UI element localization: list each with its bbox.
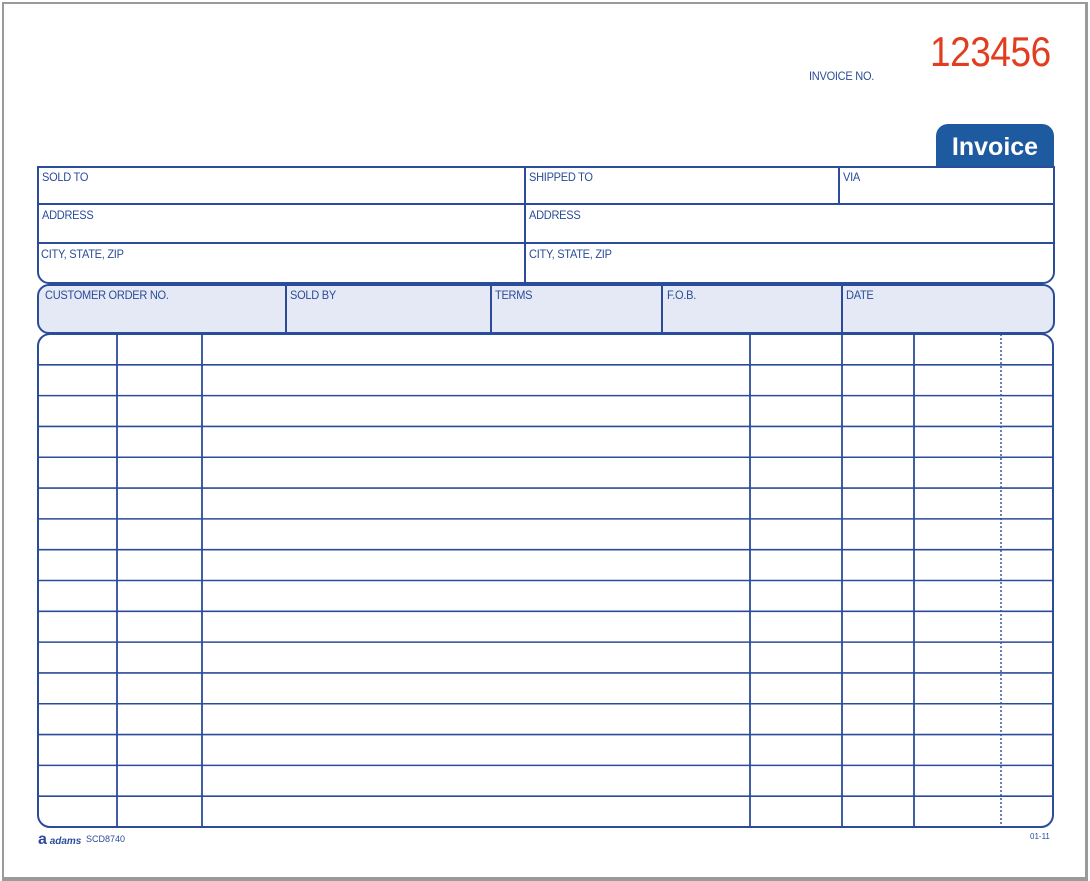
shipped-to-address-field[interactable]: ADDRESS — [529, 208, 581, 222]
divider — [490, 284, 492, 333]
divider — [838, 166, 840, 204]
date-field[interactable]: DATE — [846, 288, 874, 302]
sold-to-field[interactable]: SOLD TO — [42, 170, 89, 184]
shipped-to-field[interactable]: SHIPPED TO — [529, 170, 593, 184]
sold-to-city-field[interactable]: CITY, STATE, ZIP — [41, 247, 124, 261]
order-info-section — [37, 284, 1055, 334]
via-field[interactable]: VIA — [843, 170, 860, 184]
customer-order-no-field[interactable]: CUSTOMER ORDER NO. — [45, 288, 169, 302]
fob-field[interactable]: F.O.B. — [667, 288, 697, 302]
divider — [37, 242, 1055, 244]
address-section — [37, 166, 1055, 284]
shipped-to-city-field[interactable]: CITY, STATE, ZIP — [529, 247, 612, 261]
divider — [285, 284, 287, 333]
adams-logo: a adams — [38, 831, 82, 848]
form-revision: 01-11 — [1030, 832, 1050, 841]
sold-to-address-field[interactable]: ADDRESS — [42, 208, 94, 222]
divider — [841, 284, 843, 333]
divider — [661, 284, 663, 333]
form-code: SCD8740 — [86, 834, 126, 844]
invoice-number: 123456 — [930, 28, 1051, 75]
sold-by-field[interactable]: SOLD BY — [290, 288, 336, 302]
divider — [524, 166, 526, 283]
invoice-title-tab: Invoice — [936, 124, 1054, 167]
divider — [37, 203, 1055, 205]
invoice-number-label: INVOICE NO. — [809, 69, 875, 83]
terms-field[interactable]: TERMS — [495, 288, 533, 302]
